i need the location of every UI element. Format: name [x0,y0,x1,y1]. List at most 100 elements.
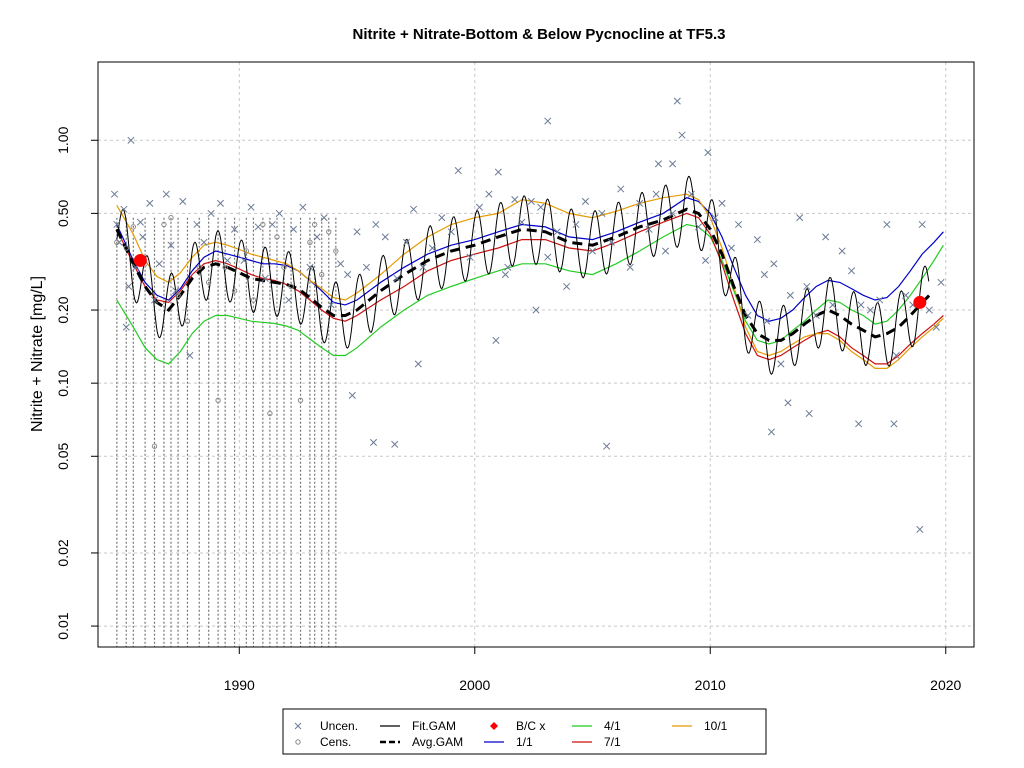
cross-stroke [393,274,401,282]
uncensored-point [711,214,719,222]
uncensored-point [369,438,378,447]
uncensored-point [847,267,856,275]
uncensored-point [391,440,399,448]
cross-stroke [553,228,561,236]
cross-stroke [718,199,726,207]
censored-point [205,279,212,286]
legend-box [282,708,767,755]
uncensored-point [822,233,830,241]
legend-item: 10/1 [672,719,728,733]
cross-stroke [544,253,552,261]
legend-label: 10/1 [704,719,728,733]
uncensored-point [669,209,677,217]
cross-stroke [179,197,187,205]
uncensored-point [626,263,634,271]
cross-stroke [240,256,248,265]
cross-stroke [805,409,813,418]
cross-stroke [268,220,276,229]
cross-stroke [466,253,474,261]
censored-point [184,318,191,324]
cross-stroke [125,282,133,291]
cross-stroke [829,301,837,309]
legend-swatch [490,722,498,730]
axes: 1990 2000 2010 2020 0.01 0.02 0.05 0.10 0.20 0.50… [55,126,962,693]
uncensored-point [438,214,446,222]
uncensored-point [313,233,321,241]
uncensored-point [186,351,194,360]
cross-stroke [673,97,681,105]
cross-stroke [518,218,526,226]
cross-stroke [588,247,597,255]
uncensored-point [216,199,225,207]
uncensored-point [760,270,768,279]
uncensored-point [122,323,130,331]
uncensored-point [687,190,695,198]
cross-stroke [419,263,427,271]
curve-4-1 [116,223,944,365]
cross-stroke [110,190,119,198]
cross-stroke [866,306,874,314]
uncensored-point [285,296,293,304]
censored-point [231,288,238,294]
cross-stroke [501,270,509,279]
uncensored-point [110,190,119,198]
cross-stroke [636,199,644,207]
y-tick-label: 0.20 [55,296,71,323]
uncensored-point [645,225,653,233]
uncensored-point [803,282,811,291]
points [110,97,945,533]
uncensored-point [414,360,422,368]
uncensored-point [563,282,571,291]
legend-item: Avg.GAM [380,735,463,749]
uncensored-point [890,420,898,428]
cross-stroke [492,336,500,344]
cross-stroke [285,296,293,304]
cross-stroke [162,190,170,198]
cross-stroke [727,244,736,252]
cross-stroke [784,399,792,407]
legend-item: Uncen. [294,719,358,733]
cross-stroke [231,225,239,233]
uncensored-point [327,301,335,309]
censored-point [267,410,273,417]
uncensored-point [146,199,154,207]
cross-stroke [186,351,194,360]
cross-stroke [744,311,752,320]
uncensored-point [353,228,361,236]
uncensored-point [553,228,561,236]
censored-point [243,248,250,254]
uncensored-point [475,203,484,211]
uncensored-point [268,220,276,229]
cross-stroke [409,205,418,213]
uncensored-point [770,260,778,268]
legend-item: 4/1 [572,719,621,733]
legend-label: B/C x [516,719,545,733]
uncensored-point [139,233,147,241]
cross-stroke [289,225,298,233]
cross-stroke [918,220,926,229]
cross-stroke [216,199,225,207]
uncensored-point [125,282,133,291]
cross-stroke [763,317,771,325]
y-axis-label: Nitrite + Nitrate [mg/L] [29,276,46,432]
uncensored-point [805,409,813,418]
uncensored-point [902,291,910,299]
censored-point [274,234,280,240]
cross-stroke [883,220,891,229]
uncensored-point [320,214,328,222]
uncensored-point [344,270,352,279]
cross-stroke [661,247,670,255]
uncensored-point [544,253,552,261]
cross-stroke [701,256,710,265]
cross-stroke [544,117,552,125]
censored-point [326,229,332,235]
cross-stroke [113,220,121,229]
censored-point [311,221,318,228]
uncensored-point [501,270,509,279]
fit-gam-line [116,175,930,375]
cross-stroke [803,282,811,291]
cross-stroke [652,190,660,198]
uncensored-point [200,238,208,246]
uncensored-point [127,136,135,144]
uncensored-point [454,167,462,175]
